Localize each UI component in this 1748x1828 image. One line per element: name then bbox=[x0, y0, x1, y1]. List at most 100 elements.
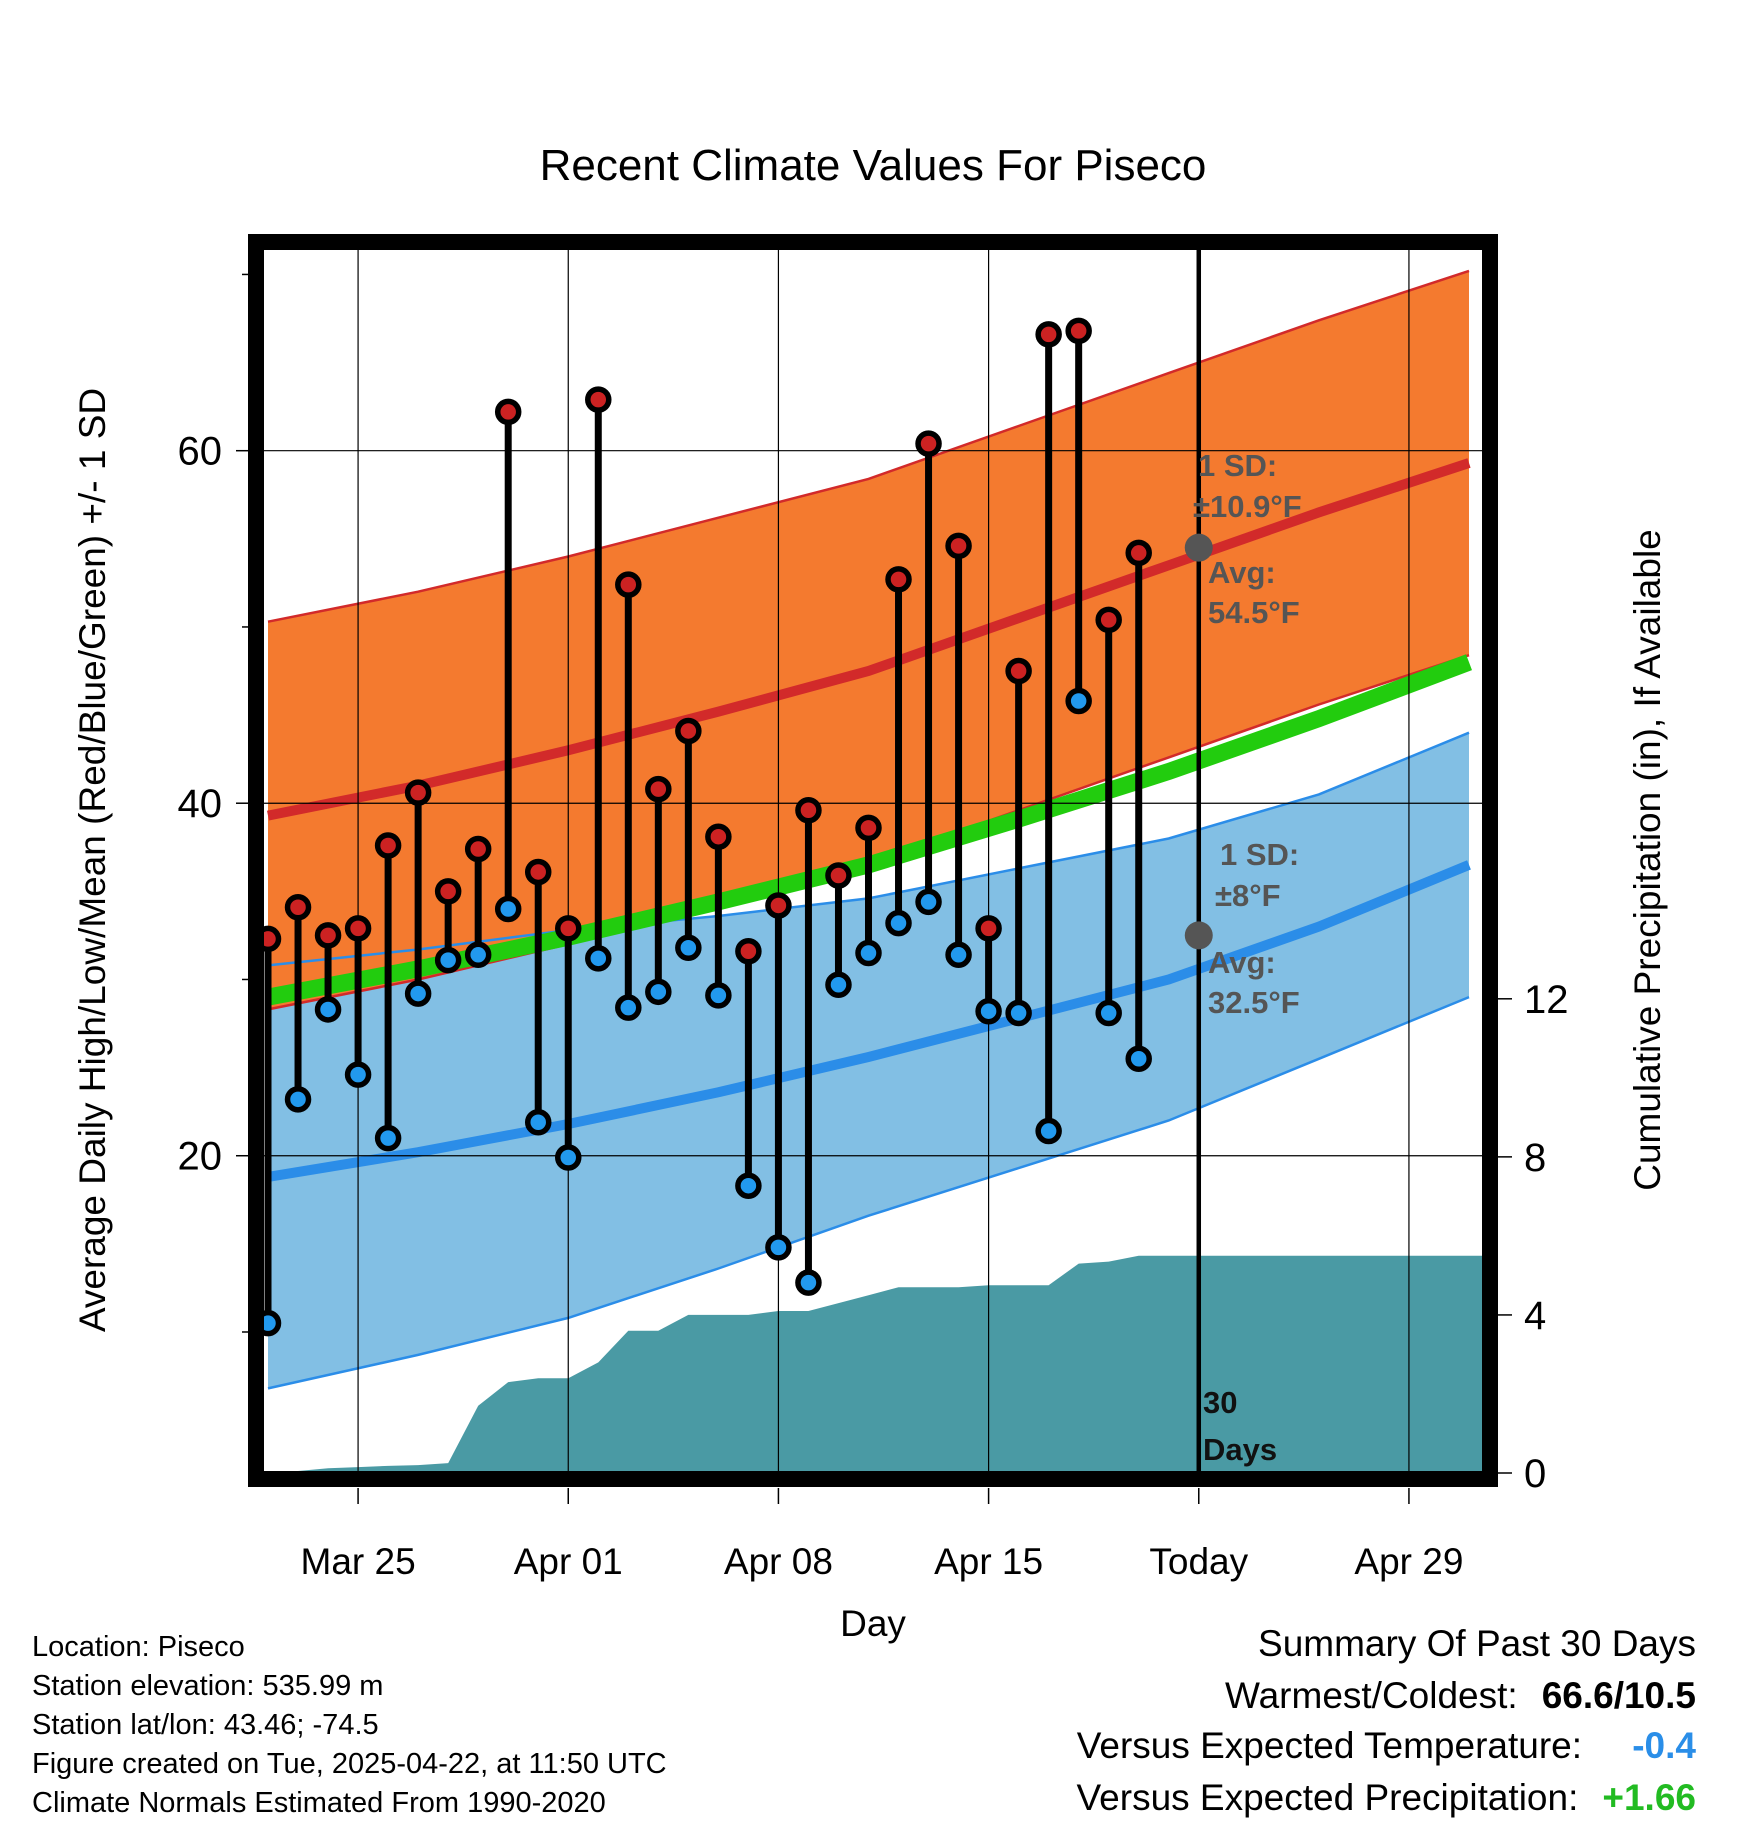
low-sd-value: ±8°F bbox=[1215, 878, 1281, 913]
axes: Mar 25 Apr 01 Apr 08 Apr 15 Today Apr 2920406… bbox=[178, 234, 1569, 1582]
low-point bbox=[945, 941, 972, 969]
high-point bbox=[555, 915, 582, 942]
high-point bbox=[1005, 657, 1032, 685]
high-point bbox=[915, 430, 942, 457]
low-normal-line bbox=[267, 860, 1471, 1182]
footer-elevation: Station elevation: 535.99 m bbox=[32, 1670, 384, 1702]
low-point bbox=[615, 994, 642, 1021]
today-avg-high-dot bbox=[1184, 533, 1213, 562]
high-point bbox=[1125, 539, 1152, 567]
high-point bbox=[795, 797, 822, 824]
footer-normals: Climate Normals Estimated From 1990-2020 bbox=[32, 1787, 606, 1819]
low-point bbox=[855, 939, 882, 967]
low-point bbox=[795, 1269, 822, 1296]
high-sd-label: 1 SD: bbox=[1198, 448, 1277, 483]
summary-title: Summary Of Past 30 Days bbox=[1258, 1623, 1696, 1664]
low-point bbox=[464, 941, 492, 969]
low-point bbox=[885, 909, 912, 937]
x-tick-label: Today bbox=[1149, 1541, 1248, 1582]
high-band-upper-edge bbox=[267, 269, 1470, 623]
low-point bbox=[494, 895, 522, 923]
low-point bbox=[1095, 999, 1122, 1027]
y-axis-label-left: Average Daily High/Low/Mean (Red/Blue/Gr… bbox=[72, 388, 113, 1332]
low-point bbox=[585, 945, 612, 972]
low-point bbox=[825, 971, 852, 999]
y2-tick-label: 0 bbox=[1524, 1452, 1546, 1496]
high-point bbox=[825, 862, 852, 889]
high-avg-label: Avg: bbox=[1208, 555, 1276, 590]
y2-tick-label: 12 bbox=[1524, 978, 1569, 1022]
high-avg-value: 54.5°F bbox=[1208, 595, 1300, 630]
footer-created: Figure created on Tue, 2025-04-22, at 11… bbox=[32, 1748, 667, 1780]
x-tick-label: Apr 01 bbox=[514, 1541, 623, 1582]
high-normal-line bbox=[267, 458, 1471, 821]
high-point bbox=[284, 893, 312, 921]
low-point bbox=[735, 1172, 762, 1199]
summary-warm-cold: Warmest/Coldest: 66.6/10.5 bbox=[1225, 1677, 1696, 1714]
low-point bbox=[1035, 1117, 1062, 1145]
precip-area bbox=[268, 1255, 1484, 1473]
y-tick-label: 60 bbox=[178, 430, 223, 474]
low-point bbox=[1125, 1045, 1152, 1073]
low-point bbox=[374, 1124, 402, 1152]
high-point bbox=[885, 566, 912, 593]
low-point bbox=[705, 982, 732, 1009]
y2-tick-label: 8 bbox=[1524, 1136, 1546, 1180]
days-label-text: Days bbox=[1203, 1432, 1277, 1467]
warm-cold-value: 66.6/10.5 bbox=[1541, 1675, 1696, 1716]
plot-frame bbox=[248, 234, 1498, 1487]
y-axis-label-right: Cumulative Precipitation (in), If Availa… bbox=[1627, 529, 1668, 1191]
high-point bbox=[735, 938, 762, 965]
low-sd-label: 1 SD: bbox=[1220, 837, 1299, 872]
summary-temp: Versus Expected Temperature: -0.4 bbox=[1077, 1727, 1696, 1764]
low-point bbox=[284, 1086, 312, 1113]
low-point bbox=[344, 1061, 372, 1088]
warm-cold-label: Warmest/Coldest: bbox=[1225, 1675, 1518, 1716]
low-band-lower-edge bbox=[267, 995, 1470, 1390]
x-tick-label: Apr 15 bbox=[934, 1541, 1043, 1582]
precip-delta-value: +1.66 bbox=[1602, 1777, 1696, 1818]
low-point bbox=[645, 978, 672, 1006]
x-tick-label: Apr 29 bbox=[1354, 1541, 1463, 1582]
high-sd-value: ±10.9°F bbox=[1193, 489, 1302, 524]
low-point bbox=[675, 934, 702, 961]
high-point bbox=[1065, 317, 1092, 345]
y-tick-label: 20 bbox=[178, 1135, 223, 1179]
low-point bbox=[524, 1108, 552, 1136]
x-tick-label: Mar 25 bbox=[301, 1541, 416, 1582]
low-avg-label: Avg: bbox=[1208, 945, 1276, 980]
low-point bbox=[434, 946, 462, 974]
low-point bbox=[765, 1234, 792, 1261]
data-marks bbox=[254, 248, 1213, 1473]
precip-delta-label: Versus Expected Precipitation: bbox=[1076, 1777, 1579, 1818]
high-point bbox=[675, 717, 702, 745]
grid-lines bbox=[262, 248, 1484, 1473]
low-point bbox=[915, 888, 942, 916]
low-point bbox=[314, 996, 342, 1023]
today-avg-low-dot bbox=[1184, 921, 1213, 950]
x-tick-label: Apr 08 bbox=[724, 1541, 833, 1582]
high-point bbox=[314, 922, 342, 949]
high-point bbox=[945, 532, 972, 560]
high-point bbox=[1035, 321, 1062, 348]
high-point bbox=[855, 814, 882, 842]
y2-tick-label: 4 bbox=[1524, 1294, 1546, 1338]
high-point bbox=[464, 835, 492, 863]
low-point bbox=[555, 1144, 582, 1171]
high-point bbox=[374, 832, 402, 859]
high-point bbox=[344, 915, 372, 942]
low-point bbox=[1065, 687, 1092, 715]
low-point bbox=[1005, 999, 1032, 1027]
y-tick-label: 40 bbox=[178, 782, 223, 826]
high-point bbox=[765, 892, 792, 919]
low-point bbox=[975, 997, 1002, 1025]
footer-latlon: Station lat/lon: 43.46; -74.5 bbox=[32, 1709, 379, 1741]
high-point bbox=[494, 398, 522, 426]
high-point bbox=[524, 858, 552, 886]
high-point bbox=[1095, 606, 1122, 634]
high-point bbox=[645, 775, 672, 803]
high-point bbox=[585, 386, 612, 413]
temp-delta-label: Versus Expected Temperature: bbox=[1076, 1725, 1582, 1766]
low-avg-value: 32.5°F bbox=[1208, 985, 1300, 1020]
